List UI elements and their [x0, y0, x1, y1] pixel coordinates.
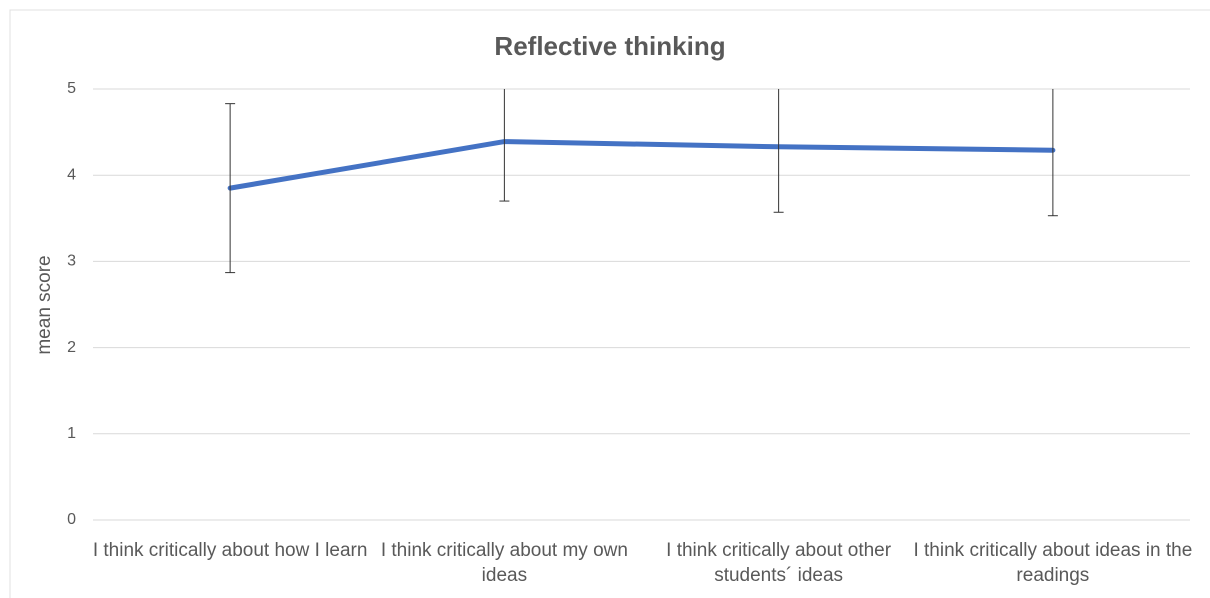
y-tick-label: 2	[67, 339, 76, 356]
chart-title: Reflective thinking	[494, 31, 725, 61]
x-tick-label: I think critically about my own ideas	[380, 540, 628, 586]
line	[227, 139, 1056, 191]
y-axis-label: mean score	[34, 255, 55, 354]
y-tick-label: 1	[67, 425, 76, 442]
chart-border	[9, 9, 1210, 598]
x-tick-label: I think critically about how I learn	[92, 540, 368, 561]
y-tick-label: 4	[67, 166, 76, 183]
x-tick-label: I think critically about ideas in the re…	[913, 540, 1193, 586]
y-tick-label: 0	[67, 511, 76, 528]
x-tick-label: I think critically about other students´…	[666, 540, 892, 586]
y-tick-label: 3	[67, 253, 76, 270]
y-tick-label: 5	[67, 80, 76, 97]
